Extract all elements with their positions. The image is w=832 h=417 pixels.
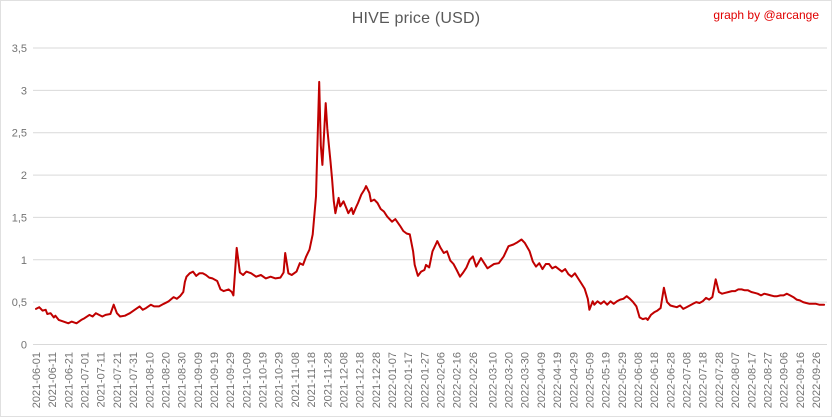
x-tick-label: 2021-08-20: [160, 352, 172, 408]
x-tick-label: 2021-10-29: [274, 352, 286, 408]
y-tick-label: 1: [21, 255, 27, 267]
x-tick-label: 2022-06-08: [633, 352, 645, 408]
x-tick-label: 2022-06-28: [665, 352, 677, 408]
x-tick-label: 2022-02-16: [452, 352, 464, 408]
y-tick-label: 2,5: [12, 128, 27, 140]
y-tick-label: 0,5: [12, 297, 27, 309]
x-tick-label: 2022-03-20: [504, 352, 516, 408]
x-tick-label: 2021-12-18: [355, 352, 367, 408]
x-tick-label: 2021-07-21: [112, 352, 124, 408]
x-tick-label: 2022-01-17: [403, 352, 415, 408]
x-tick-label: 2021-10-09: [241, 352, 253, 408]
y-tick-label: 1,5: [12, 212, 27, 224]
x-tick-label: 2021-06-21: [63, 352, 75, 408]
y-tick-label: 3: [21, 85, 27, 97]
x-tick-label: 2021-09-29: [225, 352, 237, 408]
x-tick-label: 2021-06-11: [47, 352, 59, 407]
x-tick-label: 2022-02-26: [468, 352, 480, 408]
y-tick-label: 2: [21, 170, 27, 182]
x-tick-label: 2022-08-27: [762, 352, 774, 408]
x-tick-label: 2022-07-08: [682, 352, 694, 408]
x-tick-label: 2021-08-30: [177, 352, 189, 408]
x-tick-label: 2021-11-28: [322, 352, 334, 407]
x-tick-label: 2021-07-11: [96, 352, 108, 407]
x-tick-label: 2021-08-10: [144, 352, 156, 408]
x-tick-label: 2022-08-17: [746, 352, 758, 408]
x-tick-label: 2021-11-08: [290, 352, 302, 407]
price-line: [35, 80, 826, 325]
y-axis-labels: 0 0,5 1 1,5 2 2,5 3 3,5: [12, 43, 27, 352]
x-tick-label: 2021-07-31: [128, 352, 140, 408]
x-tick-label: 2022-04-29: [568, 352, 580, 408]
x-tick-label: 2022-03-30: [520, 352, 532, 408]
chart-credit-link[interactable]: graph by @arcange: [713, 8, 819, 22]
x-tick-label: 2022-09-26: [811, 352, 823, 408]
chart-title: HIVE price (USD): [351, 10, 481, 27]
y-tick-label: 3,5: [12, 43, 27, 55]
x-tick-label: 2021-11-18: [306, 352, 318, 407]
x-tick-label: 2021-12-08: [338, 352, 350, 408]
x-tick-label: 2022-05-19: [601, 352, 613, 408]
x-tick-label: 2022-01-07: [387, 352, 399, 408]
x-tick-label: 2021-10-19: [258, 352, 270, 408]
x-tick-label: 2022-02-06: [436, 352, 448, 408]
x-tick-label: 2021-07-01: [80, 352, 92, 408]
x-tick-label: 2022-05-29: [617, 352, 629, 408]
x-tick-label: 2022-03-10: [487, 352, 499, 408]
x-tick-label: 2022-08-07: [730, 352, 742, 408]
x-tick-label: 2021-06-01: [31, 352, 43, 408]
x-tick-label: 2022-06-18: [649, 352, 661, 408]
x-tick-label: 2021-09-09: [193, 352, 205, 408]
x-axis-labels: 2021-06-01 2021-06-11 2021-06-21 2021-07-01…: [31, 352, 823, 408]
x-tick-label: 2022-07-18: [698, 352, 710, 408]
x-tick-label: 2022-09-16: [795, 352, 807, 408]
x-tick-label: 2021-12-28: [371, 352, 383, 408]
x-tick-label: 2022-04-19: [552, 352, 564, 408]
x-tick-label: 2022-04-09: [536, 352, 548, 408]
x-tick-label: 2022-01-27: [419, 352, 431, 408]
x-tick-label: 2022-05-09: [584, 352, 596, 408]
x-tick-label: 2022-07-28: [714, 352, 726, 408]
x-tick-label: 2021-09-19: [209, 352, 221, 408]
x-tick-label: 2022-09-06: [779, 352, 791, 408]
y-tick-label: 0: [21, 340, 27, 352]
